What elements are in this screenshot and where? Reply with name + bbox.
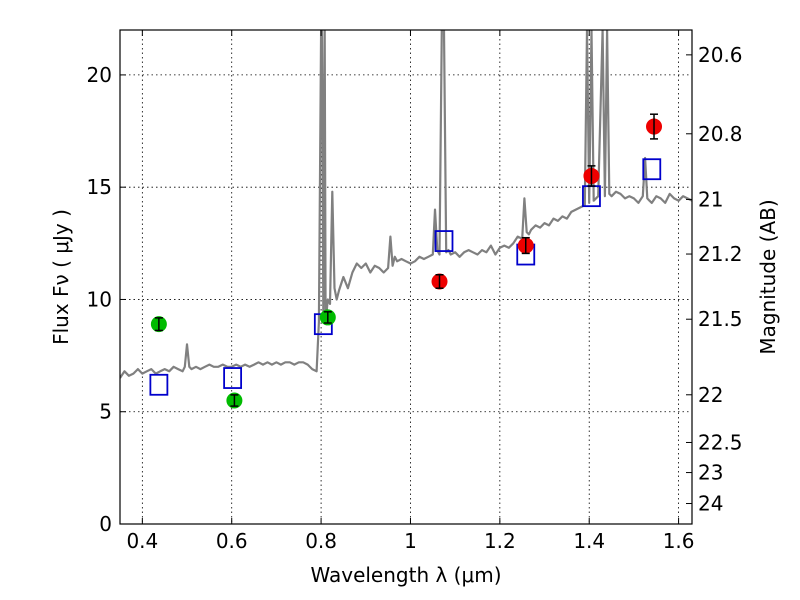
right-tick-label: 22.5 [698,430,743,454]
right-tick-label: 21.2 [698,242,743,266]
y-axis-label-right: Magnitude (AB) [756,199,780,354]
spectrum-line [120,30,692,379]
right-tick-label: 20.6 [698,43,743,67]
x-tick-label: 0.4 [126,529,158,553]
model-square-point [434,230,454,252]
x-tick-label: 1.2 [484,529,516,553]
y-tick-label: 0 [99,512,112,536]
axis-ticks: 0.4 0.6 0.8 1 1.2 1.4 1.6 0 5 10 15 20 20.6 20.8 21 21.… [87,30,743,553]
x-tick-label: 1 [404,529,417,553]
x-tick-label: 1.6 [663,529,695,553]
y-tick-label: 5 [99,400,112,424]
right-tick-label: 21 [698,187,723,211]
model-square-point [149,373,169,396]
x-tick-label: 1.4 [573,529,605,553]
right-tick-label: 20.8 [698,122,743,146]
y-axis-label-left: Flux Fν ( μJy ) [49,209,73,345]
plot-frame [119,29,693,525]
right-tick-label: 23 [698,461,723,485]
x-tick-label: 0.6 [216,529,248,553]
right-tick-label: 21.5 [698,307,743,331]
model-square-point [642,158,662,181]
x-axis-label: Wavelength λ (μm) [310,563,501,587]
y-tick-label: 15 [87,175,112,199]
x-tick-label: 0.8 [305,529,337,553]
plot-area [120,30,692,409]
y-tick-label: 20 [87,63,112,87]
right-tick-label: 22 [698,383,723,407]
model-square-point [223,367,243,389]
y-tick-label: 10 [87,287,112,311]
right-tick-label: 24 [698,492,723,516]
